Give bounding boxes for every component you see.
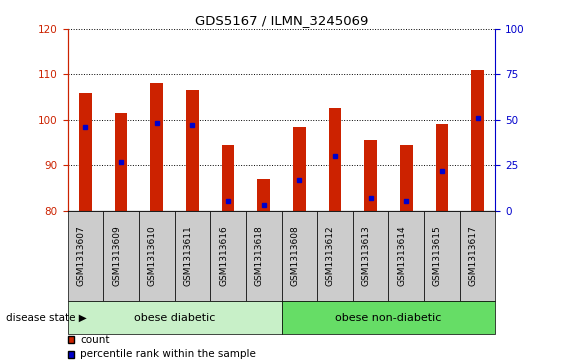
Text: GSM1313616: GSM1313616 [219,225,228,286]
Text: GSM1313618: GSM1313618 [254,225,263,286]
Text: obese non-diabetic: obese non-diabetic [336,313,441,323]
Text: GDS5167 / ILMN_3245069: GDS5167 / ILMN_3245069 [195,15,368,28]
Text: count: count [80,335,109,344]
Text: GSM1313608: GSM1313608 [291,225,300,286]
Bar [400,145,413,211]
Text: GSM1313607: GSM1313607 [77,225,86,286]
Bar [293,127,306,211]
Bar [364,140,377,211]
Bar [471,70,484,211]
Bar [186,90,199,211]
Text: obese diabetic: obese diabetic [134,313,215,323]
Bar [436,124,448,211]
Text: disease state ▶: disease state ▶ [6,313,86,323]
Bar [150,83,163,211]
Bar [222,145,234,211]
Text: percentile rank within the sample: percentile rank within the sample [80,349,256,359]
Text: GSM1313610: GSM1313610 [148,225,157,286]
Text: GSM1313617: GSM1313617 [468,225,477,286]
Text: GSM1313614: GSM1313614 [397,225,406,286]
Text: GSM1313613: GSM1313613 [361,225,370,286]
Text: GSM1313611: GSM1313611 [184,225,193,286]
Bar [79,93,92,211]
Text: GSM1313612: GSM1313612 [326,225,335,286]
Text: GSM1313615: GSM1313615 [433,225,442,286]
Text: GSM1313609: GSM1313609 [112,225,121,286]
Bar [257,179,270,211]
Bar [329,109,341,211]
Bar [115,113,127,211]
